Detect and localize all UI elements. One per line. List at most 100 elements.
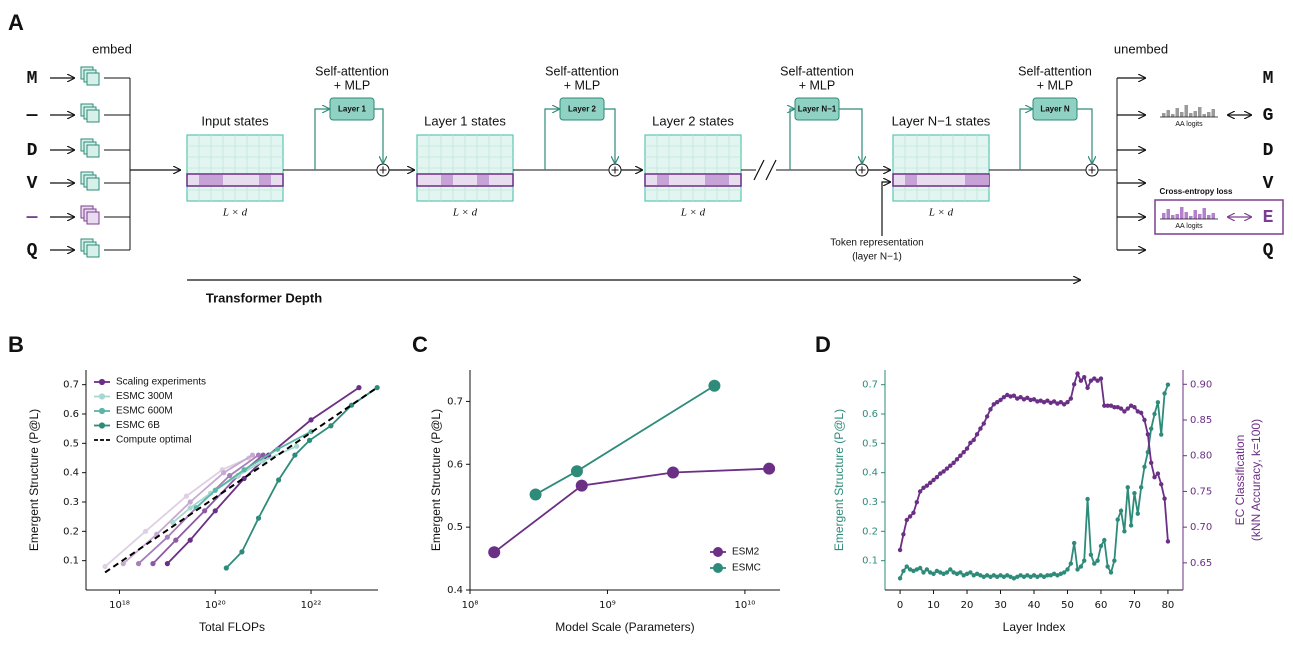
data-point: [1005, 392, 1010, 398]
data-point: [1025, 573, 1030, 578]
data-point: [1098, 543, 1104, 549]
data-point: [1061, 402, 1067, 407]
data-point: [1025, 395, 1030, 401]
residual-plus: [379, 166, 387, 174]
data-point: [991, 573, 997, 578]
state-dims: L × d: [680, 207, 706, 219]
data-point: [1031, 573, 1037, 578]
x-tick-label: 40: [1028, 600, 1041, 611]
data-point: [1122, 529, 1127, 534]
data-point: [1085, 385, 1090, 391]
data-point: [1071, 382, 1077, 387]
logit-bar: [1166, 209, 1170, 219]
data-point: [1148, 460, 1154, 466]
data-point: [1051, 399, 1057, 404]
data-point: [1125, 485, 1130, 490]
data-point: [917, 489, 923, 494]
output-token: D: [1263, 141, 1274, 161]
logit-bar: [1171, 215, 1175, 219]
data-point: [1082, 558, 1087, 563]
loss-box: [1154, 199, 1284, 235]
data-point: [931, 571, 936, 577]
data-point: [1118, 406, 1124, 411]
data-point: [1008, 574, 1013, 579]
logit-bar: [1175, 108, 1179, 117]
data-point: [1155, 400, 1161, 405]
y-axis-label: Emergent Structure (P@L): [27, 409, 41, 551]
logit-bar: [1207, 215, 1211, 219]
logit-bar: [1162, 113, 1166, 117]
data-point: [1159, 432, 1164, 437]
token-cell: [211, 175, 223, 185]
logit-bar: [1171, 114, 1175, 117]
series-line: [899, 384, 1169, 580]
y2-tick-label: 0.70: [1190, 522, 1212, 533]
data-point: [971, 573, 976, 578]
data-point: [958, 453, 963, 458]
data-point: [994, 399, 1000, 405]
token-cell: [965, 175, 977, 185]
x-axis-label: Model Scale (Parameters): [555, 620, 694, 634]
series-line: [104, 457, 250, 568]
data-point: [974, 571, 980, 577]
y-tick-label: 0.6: [447, 459, 463, 470]
layer-label: Layer N−1: [798, 105, 837, 114]
y-tick-label: 0.2: [862, 526, 878, 537]
embedding-icon: [86, 109, 100, 123]
data-point: [221, 470, 227, 476]
y-tick-label: 0.5: [63, 438, 79, 449]
data-point: [1152, 411, 1157, 417]
data-point: [1018, 394, 1023, 400]
data-point: [294, 443, 300, 449]
data-point: [1058, 399, 1063, 405]
data-point: [1015, 574, 1020, 579]
input-token: Q: [27, 241, 38, 261]
data-point: [1045, 398, 1050, 403]
data-point: [1142, 464, 1147, 469]
token-cell: [477, 175, 489, 185]
data-point: [150, 561, 156, 567]
state-dims: L × d: [222, 207, 248, 219]
data-point: [102, 563, 108, 570]
data-point: [1135, 409, 1140, 414]
data-point: [1115, 404, 1120, 410]
data-point: [1162, 496, 1167, 501]
residual-plus: [1088, 166, 1096, 174]
data-point: [907, 514, 913, 519]
data-point: [227, 473, 233, 479]
data-point: [667, 466, 680, 479]
x-tick-label: 30: [994, 600, 1007, 611]
legend-label: ESM2: [732, 547, 760, 558]
series-line: [172, 445, 297, 524]
data-point: [968, 570, 973, 575]
y2-axis-label: EC Classification: [1233, 435, 1247, 526]
data-point: [1159, 482, 1164, 487]
data-point: [1155, 471, 1161, 476]
x-tick-label: 60: [1095, 600, 1108, 611]
data-point: [928, 570, 933, 575]
data-point: [1045, 573, 1050, 578]
data-point: [1075, 371, 1080, 376]
data-point: [1132, 491, 1137, 496]
block-title: Self-attention: [1018, 64, 1092, 78]
data-point: [964, 446, 970, 451]
data-point: [907, 567, 913, 572]
data-point: [961, 573, 966, 578]
data-point: [934, 474, 940, 480]
logit-bar: [1198, 214, 1202, 219]
data-point: [1148, 426, 1154, 431]
data-point: [1092, 376, 1097, 381]
input-token: —: [26, 208, 38, 228]
branch-out: [839, 108, 862, 163]
data-point: [1105, 403, 1110, 408]
block-title: + MLP: [799, 78, 835, 92]
branch-in: [1019, 109, 1032, 170]
x-tick-label: 50: [1061, 600, 1074, 611]
break-mark: [753, 159, 777, 181]
state-dims: L × d: [928, 207, 954, 219]
output-token: V: [1263, 174, 1274, 194]
y-tick-label: 0.7: [862, 380, 878, 391]
y-tick-label: 0.3: [862, 497, 878, 508]
y2-tick-label: 0.90: [1190, 379, 1212, 390]
